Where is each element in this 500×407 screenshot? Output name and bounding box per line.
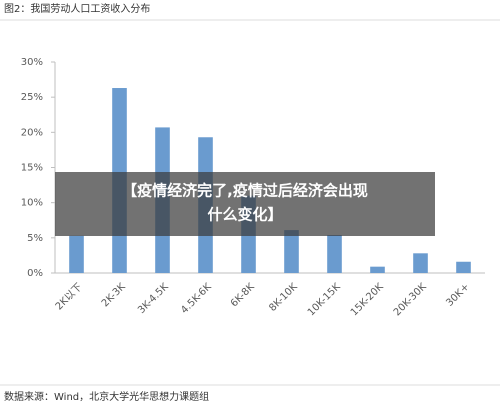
source: 数据来源：Wind，北京大学光华思想力课题组 bbox=[4, 390, 209, 403]
chart-title: 图2：我国劳动人口工资收入分布 bbox=[4, 2, 150, 15]
bar bbox=[370, 266, 385, 273]
x-tick-label: 30K+ bbox=[444, 281, 471, 308]
y-tick-label: 30% bbox=[21, 57, 43, 68]
banner bbox=[55, 172, 435, 236]
x-tick-label: 2K-3K bbox=[100, 281, 128, 309]
bar bbox=[69, 235, 84, 273]
banner-text: 【疫情经济完了,疫情过后经济会出现 bbox=[122, 182, 368, 200]
x-tick-label: 8K-10K bbox=[267, 281, 300, 314]
y-tick-label: 20% bbox=[21, 127, 43, 138]
bar bbox=[327, 235, 342, 273]
y-tick-label: 10% bbox=[21, 198, 43, 209]
y-tick-label: 25% bbox=[21, 92, 43, 103]
bar bbox=[456, 261, 471, 273]
x-tick-label: 4.5K-6K bbox=[179, 281, 214, 316]
y-tick-label: 0% bbox=[27, 268, 43, 279]
y-tick-label: 15% bbox=[21, 163, 43, 174]
bar bbox=[284, 230, 299, 273]
y-tick-label: 5% bbox=[27, 233, 43, 244]
x-tick-label: 3K-4.5K bbox=[136, 281, 171, 316]
x-tick-label: 6K-8K bbox=[229, 281, 257, 309]
x-tick-label: 20K-30K bbox=[392, 281, 429, 318]
bar bbox=[413, 253, 428, 273]
x-tick-label: 2K以下 bbox=[54, 281, 85, 312]
x-tick-label: 10K-15K bbox=[306, 281, 343, 318]
banner-text: 什么变化】 bbox=[207, 206, 282, 224]
x-tick-label: 15K-20K bbox=[349, 281, 386, 318]
